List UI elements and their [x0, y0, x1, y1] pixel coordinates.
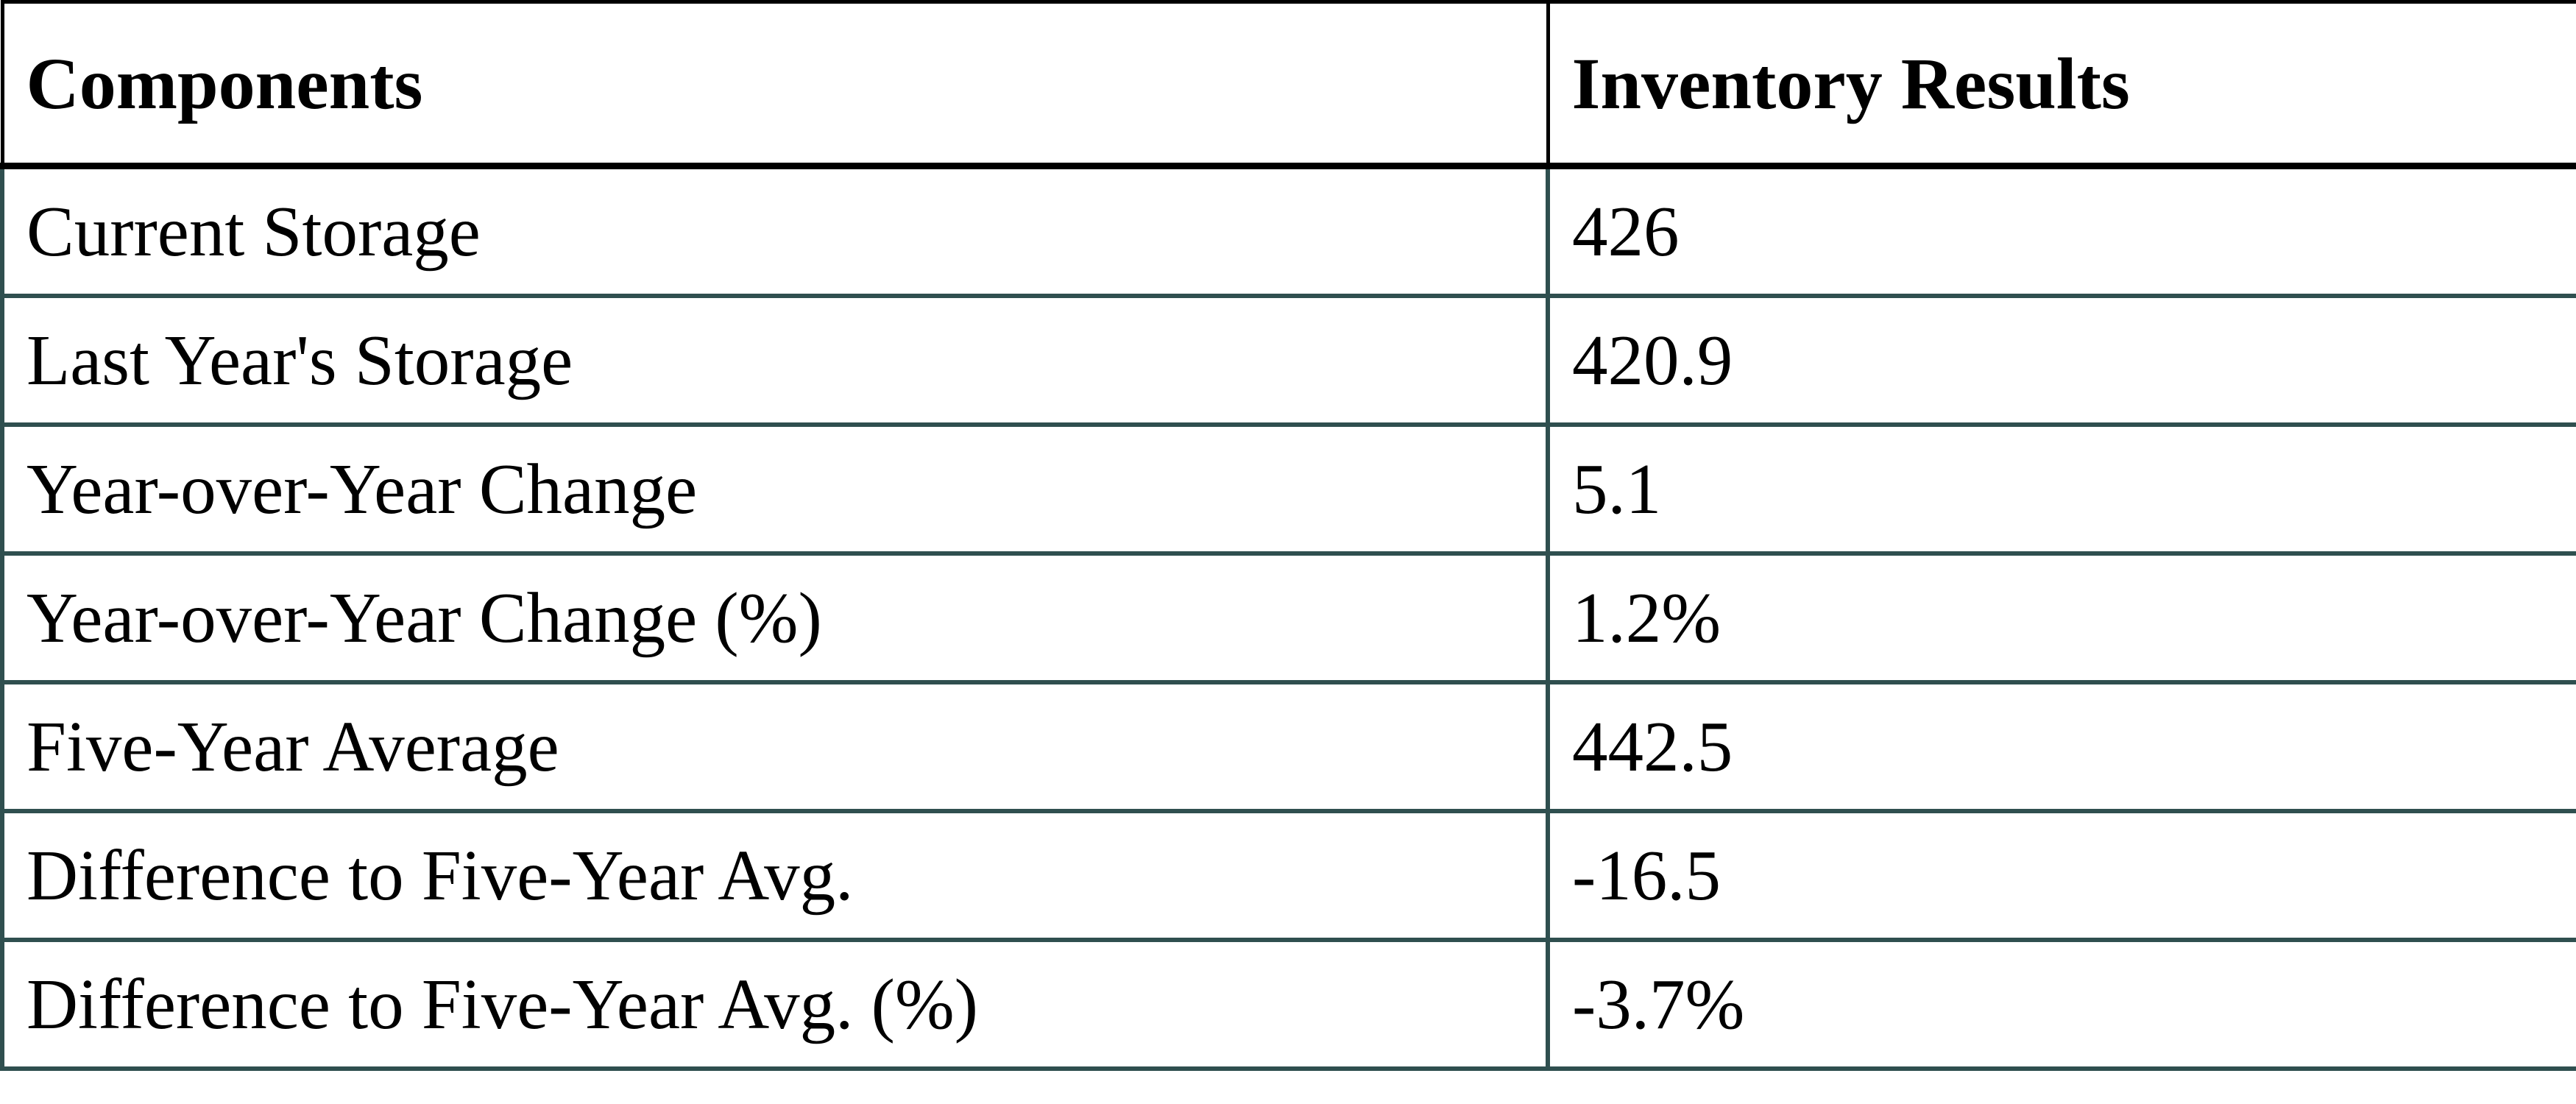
table-row-yoy-change: Year-over-Year Change 5.1: [0, 422, 2576, 556]
row-value-cell: 426: [1546, 163, 2576, 298]
row-value-cell: -16.5: [1546, 809, 2576, 942]
column-header-inventory-results: Inventory Results: [1546, 0, 2576, 169]
table-row-diff-five-year-avg: Difference to Five-Year Avg. -16.5: [0, 809, 2576, 942]
row-label-cell: Current Storage: [0, 163, 1550, 298]
header-row: Components Inventory Results: [0, 0, 2576, 169]
table-row-five-year-average: Five-Year Average 442.5: [0, 680, 2576, 813]
row-value-cell: 442.5: [1546, 680, 2576, 813]
row-label-cell: Year-over-Year Change: [0, 422, 1550, 556]
row-label-cell: Year-over-Year Change (%): [0, 551, 1550, 684]
row-label-cell: Last Year's Storage: [0, 294, 1550, 427]
table-row-last-years-storage: Last Year's Storage 420.9: [0, 294, 2576, 427]
row-value-cell: 420.9: [1546, 294, 2576, 427]
row-label-cell: Difference to Five-Year Avg. (%): [0, 938, 1550, 1071]
row-value-cell: -3.7%: [1546, 938, 2576, 1071]
table-row-current-storage: Current Storage 426: [0, 163, 2576, 298]
table-row-diff-five-year-avg-pct: Difference to Five-Year Avg. (%) -3.7%: [0, 938, 2576, 1071]
inventory-results-table: Components Inventory Results Current Sto…: [0, 0, 2576, 1071]
row-value-cell: 1.2%: [1546, 551, 2576, 684]
row-label-cell: Five-Year Average: [0, 680, 1550, 813]
table-body: Current Storage 426 Last Year's Storage …: [0, 163, 2576, 1071]
table-row-yoy-change-pct: Year-over-Year Change (%) 1.2%: [0, 551, 2576, 684]
table-header: Components Inventory Results: [0, 0, 2576, 169]
row-label-cell: Difference to Five-Year Avg.: [0, 809, 1550, 942]
row-value-cell: 5.1: [1546, 422, 2576, 556]
column-header-components: Components: [0, 0, 1550, 169]
